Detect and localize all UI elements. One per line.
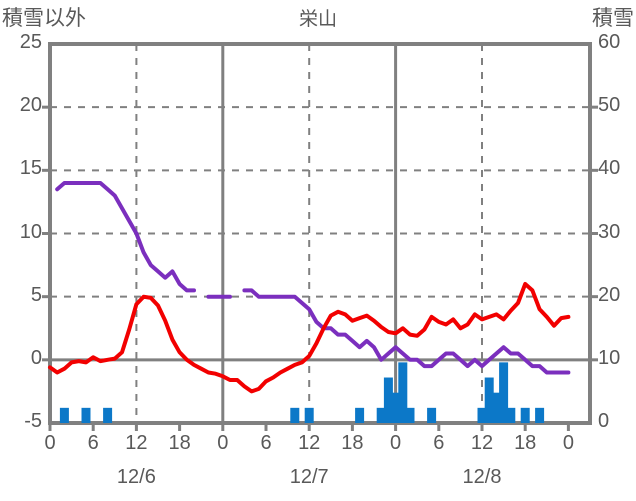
left-axis-label: 積雪以外 <box>2 7 86 30</box>
y2-axis-tick-label: 10 <box>598 346 621 369</box>
x-axis-tick-label: 0 <box>217 432 229 454</box>
x-axis-tick-label: 12 <box>470 432 494 454</box>
y2-axis-tick-label: 20 <box>598 283 621 306</box>
y-axis-tick-label: -5 <box>24 410 42 432</box>
right-axis-label: 積雪 <box>592 7 634 30</box>
y2-axis-tick-label: 0 <box>598 410 610 432</box>
page-title: 栄山 <box>298 9 337 30</box>
x-axis-tick-label: 0 <box>562 432 574 454</box>
x-axis-tick-label: 6 <box>433 432 445 454</box>
x-axis-date-label: 12/7 <box>289 466 329 488</box>
y2-axis-tick-label: 40 <box>598 157 621 180</box>
x-axis-tick-label: 18 <box>514 432 537 454</box>
x-axis-tick-label: 12 <box>298 432 321 454</box>
x-axis-tick-label: 6 <box>87 432 99 454</box>
x-axis-tick-label: 0 <box>44 432 56 454</box>
y-axis-tick-label: 10 <box>19 220 42 243</box>
plot-area <box>48 42 592 425</box>
y-axis-tick-label: 25 <box>19 31 42 53</box>
y-axis-tick-label: 0 <box>30 346 42 369</box>
x-axis-date-label: 12/6 <box>116 466 156 488</box>
y-axis-tick-label: 15 <box>19 157 42 180</box>
x-axis-tick-label: 12 <box>125 432 148 454</box>
x-axis-tick-label: 18 <box>168 432 191 454</box>
x-axis-tick-label: 0 <box>390 432 402 454</box>
x-axis-date-label: 12/8 <box>462 466 502 488</box>
y-axis-tick-label: 20 <box>19 94 42 117</box>
y2-axis-tick-label: 30 <box>598 220 621 243</box>
y-axis-tick-label: 5 <box>30 283 42 306</box>
y2-axis-tick-label: 60 <box>598 31 621 53</box>
x-axis-tick-label: 6 <box>260 432 272 454</box>
x-axis-tick-label: 18 <box>341 432 364 454</box>
y2-axis-tick-label: 50 <box>598 94 621 117</box>
